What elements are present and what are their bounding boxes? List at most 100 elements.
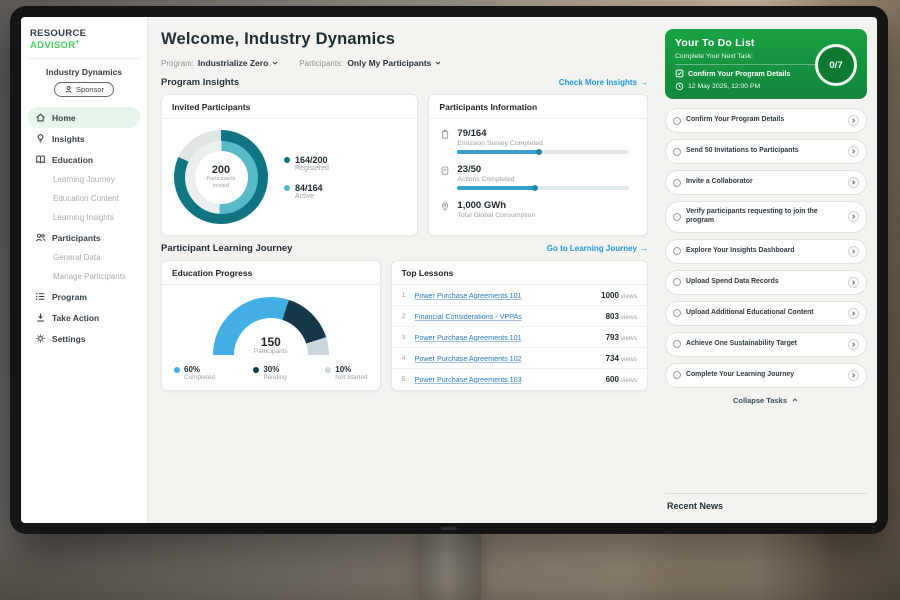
collapse-tasks-label: Collapse Tasks <box>732 395 788 405</box>
collapse-tasks-link[interactable]: Collapse Tasks <box>665 396 867 405</box>
invited-participants-card: Invited Participants 200 Participants In… <box>161 94 419 236</box>
task-label: Achieve One Sustainability Target <box>686 339 797 347</box>
chevron-right-icon[interactable] <box>848 146 859 157</box>
task-upload-spend-data[interactable]: Upload Spend Data Records <box>665 269 867 295</box>
legend-completed: 60% Completed <box>174 365 215 381</box>
task-checkbox[interactable] <box>673 309 681 318</box>
chevron-right-icon[interactable] <box>848 177 859 188</box>
page-title: Welcome, Industry Dynamics <box>161 30 396 48</box>
lesson-row[interactable]: 1 Power Purchase Agreements 101 1000 vie… <box>391 285 647 306</box>
sidebar-item-program[interactable]: Program <box>28 286 140 307</box>
person-icon <box>65 86 72 93</box>
task-invite-collaborator[interactable]: Invite a Collaborator <box>665 170 867 195</box>
clipboard-icon <box>442 130 449 139</box>
sidebar-item-insights[interactable]: Insights <box>28 128 140 149</box>
sidebar-item-education-content[interactable]: Education Content <box>28 189 140 208</box>
sidebar-item-home[interactable]: Home <box>28 107 140 129</box>
task-explore-insights[interactable]: Explore Your Insights Dashboard <box>665 238 867 264</box>
legend-label: Not Started <box>335 374 368 381</box>
legend-value: 60% <box>184 365 201 374</box>
task-checkbox[interactable] <box>673 371 681 380</box>
app-logo[interactable]: RESOURCE ADVISOR+ <box>28 26 140 60</box>
task-checkbox[interactable] <box>673 340 681 349</box>
lesson-link[interactable]: Power Purchase Agreements 101 <box>414 290 522 300</box>
org-name: Industry Dynamics <box>45 67 123 78</box>
logo-primary: RESOURCE <box>30 28 87 39</box>
task-label: Invite a Collaborator <box>686 178 753 186</box>
info-label: Actions Completed <box>457 176 515 183</box>
lesson-views: 734 views <box>605 353 637 363</box>
sidebar-item-settings[interactable]: Settings <box>28 328 140 349</box>
sidebar-item-take-action[interactable]: Take Action <box>28 307 140 328</box>
task-checkbox[interactable] <box>673 278 681 287</box>
chevron-right-icon[interactable] <box>848 338 859 350</box>
nav-label: Learning Journey <box>53 175 115 185</box>
sponsor-badge[interactable]: Sponsor <box>54 82 114 98</box>
sidebar-item-manage-participants[interactable]: Manage Participants <box>28 267 140 286</box>
monitor-logo <box>441 527 457 530</box>
task-checkbox[interactable] <box>673 147 681 156</box>
chevron-down-icon <box>272 61 278 65</box>
chevron-right-icon[interactable] <box>848 211 859 223</box>
sidebar-item-learning-insights[interactable]: Learning Insights <box>28 208 140 227</box>
lesson-rank: 1 <box>401 291 406 299</box>
dashboard-screen: RESOURCE ADVISOR+ Industry Dynamics Spon… <box>21 17 877 523</box>
nav-label: Manage Participants <box>53 272 126 282</box>
task-checkbox[interactable] <box>673 116 681 125</box>
chevron-right-icon[interactable] <box>848 307 859 319</box>
legend-label: Active <box>295 192 315 200</box>
chevron-right-icon[interactable] <box>848 276 859 288</box>
checkbox-icon <box>675 69 684 78</box>
task-confirm-program-details[interactable]: Confirm Your Program Details <box>665 108 867 133</box>
lightbulb-icon <box>37 134 44 143</box>
program-filter[interactable]: Program: Industrialize Zero <box>161 58 279 68</box>
task-checkbox[interactable] <box>673 247 681 256</box>
chevron-right-icon[interactable] <box>848 369 859 381</box>
task-verify-participants[interactable]: Verify participants requesting to join t… <box>665 201 867 233</box>
task-complete-learning-journey[interactable]: Complete Your Learning Journey <box>665 362 867 388</box>
lesson-views: 600 views <box>605 374 637 384</box>
book-icon <box>36 155 45 164</box>
consumption-row: 1,000 GWh Total Global Consumption <box>440 200 636 222</box>
go-to-learning-journey-link[interactable]: Go to Learning Journey → <box>547 244 648 253</box>
lesson-link[interactable]: Power Purchase Agreements 101 <box>414 332 522 342</box>
link-label: Go to Learning Journey <box>546 244 637 253</box>
card-title: Top Lessons <box>391 261 647 285</box>
sidebar-item-general-data[interactable]: General Data <box>28 248 140 267</box>
legend-dot <box>284 156 290 163</box>
link-label: Check More Insights <box>558 78 637 87</box>
lesson-views: 803 views <box>605 311 637 321</box>
sidebar-item-learning-journey[interactable]: Learning Journey <box>28 170 140 189</box>
nav-label: Home <box>52 112 76 123</box>
lesson-row[interactable]: 5 Power Purchase Agreements 103 600 view… <box>392 369 647 389</box>
checklist-icon <box>442 166 449 175</box>
participants-filter[interactable]: Participants: Only My Participants <box>299 58 442 68</box>
task-label: Explore Your Insights Dashboard <box>686 246 795 254</box>
check-more-insights-link[interactable]: Check More Insights → <box>559 78 648 87</box>
sidebar-item-education[interactable]: Education <box>28 149 140 170</box>
arrow-right-icon: → <box>640 244 648 253</box>
todo-next-task[interactable]: Confirm Your Program Details <box>675 64 815 78</box>
legend-label: Pending <box>263 374 287 381</box>
sidebar-item-participants[interactable]: Participants <box>28 227 140 248</box>
task-checkbox[interactable] <box>673 212 681 221</box>
lesson-link[interactable]: Financial Considerations - VPPAs <box>414 311 522 321</box>
legend-dot <box>284 184 290 191</box>
lesson-row[interactable]: 4 Power Purchase Agreements 102 734 view… <box>391 348 647 369</box>
task-checkbox[interactable] <box>673 178 681 187</box>
task-upload-educational-content[interactable]: Upload Additional Educational Content <box>665 300 867 326</box>
lesson-link[interactable]: Power Purchase Agreements 102 <box>414 353 522 363</box>
task-achieve-sustainability-target[interactable]: Achieve One Sustainability Target <box>665 331 867 357</box>
chevron-right-icon[interactable] <box>848 115 859 126</box>
lesson-row[interactable]: 2 Financial Considerations - VPPAs 803 v… <box>391 306 647 327</box>
todo-title: Your To Do List <box>675 37 755 49</box>
legend-value: 164/200 <box>295 154 328 165</box>
task-send-invitations[interactable]: Send 50 Invitations to Participants <box>665 139 867 164</box>
chevron-right-icon[interactable] <box>848 245 859 257</box>
lesson-rank: 4 <box>401 354 406 362</box>
recent-news-section: Recent News <box>665 493 867 517</box>
lesson-link[interactable]: Power Purchase Agreements 103 <box>414 374 522 384</box>
legend-not-started: 10% Not Started <box>325 365 368 381</box>
lesson-row[interactable]: 3 Power Purchase Agreements 101 793 view… <box>391 327 647 348</box>
